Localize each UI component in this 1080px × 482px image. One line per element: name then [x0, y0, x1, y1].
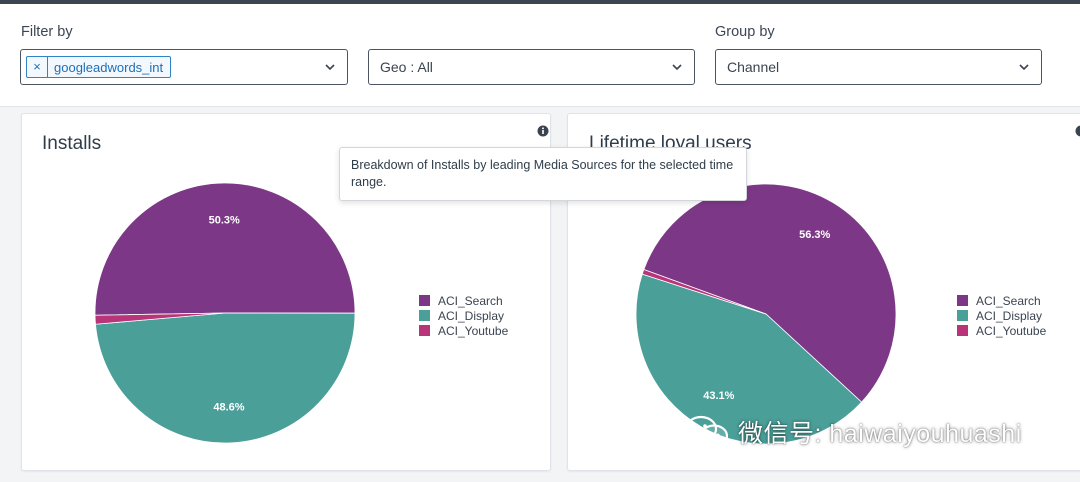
- legend-swatch: [957, 295, 968, 306]
- geo-select[interactable]: Geo : All: [368, 49, 695, 85]
- group-by-label: Group by: [715, 24, 775, 40]
- card-title: Installs: [42, 133, 102, 154]
- top-bar: [0, 0, 1080, 4]
- legend-item[interactable]: ACI_Display: [419, 308, 508, 323]
- legend-label: ACI_Display: [438, 308, 505, 323]
- pie-data-label: 50.3%: [209, 214, 240, 226]
- remove-chip-icon[interactable]: ×: [27, 57, 48, 77]
- legend-item[interactable]: ACI_Youtube: [419, 323, 508, 338]
- installs-legend: ACI_Search ACI_Display ACI_Youtube: [419, 293, 508, 338]
- pie-data-label: 56.3%: [799, 229, 830, 241]
- legend-swatch: [957, 325, 968, 336]
- legend-item[interactable]: ACI_Youtube: [957, 323, 1046, 338]
- wechat-watermark: 微信号: haiwaiyouhuashi: [684, 414, 1022, 450]
- chevron-down-icon[interactable]: [1017, 60, 1031, 74]
- legend-label: ACI_Youtube: [976, 323, 1047, 338]
- legend-label: ACI_Search: [438, 293, 503, 308]
- legend-swatch: [419, 310, 430, 321]
- legend-label: ACI_Youtube: [438, 323, 509, 338]
- legend-swatch: [957, 310, 968, 321]
- filter-chip-label: googleadwords_int: [54, 59, 164, 75]
- legend-item[interactable]: ACI_Search: [957, 293, 1046, 308]
- legend-label: ACI_Display: [976, 308, 1043, 323]
- chevron-down-icon[interactable]: [323, 60, 337, 74]
- legend-item[interactable]: ACI_Search: [419, 293, 508, 308]
- pie-slice-aci_display[interactable]: [635, 273, 863, 445]
- legend-label: ACI_Search: [976, 293, 1041, 308]
- geo-select-value: Geo : All: [380, 59, 433, 75]
- legend-item[interactable]: ACI_Display: [957, 308, 1046, 323]
- filter-by-label: Filter by: [21, 24, 73, 40]
- filter-chip: × googleadwords_int: [26, 56, 172, 78]
- pie-slice-aci_search[interactable]: [643, 183, 897, 403]
- group-by-value: Channel: [727, 59, 780, 75]
- info-icon[interactable]: [1075, 125, 1080, 137]
- info-icon[interactable]: [537, 125, 549, 137]
- loyal-users-legend: ACI_Search ACI_Display ACI_Youtube: [957, 293, 1046, 338]
- group-by-select[interactable]: Channel: [715, 49, 1042, 85]
- legend-swatch: [419, 325, 430, 336]
- wechat-icon: [684, 415, 729, 448]
- pie-slice-aci_search[interactable]: [94, 182, 356, 316]
- filter-bar: Filter by × googleadwords_int Geo : All …: [0, 4, 1080, 107]
- watermark-text: 微信号: haiwaiyouhuashi: [738, 420, 1022, 448]
- pie-data-label: 48.6%: [213, 402, 244, 414]
- info-tooltip: Breakdown of Installs by leading Media S…: [339, 147, 747, 201]
- legend-swatch: [419, 295, 430, 306]
- pie-slice-aci_display[interactable]: [95, 312, 356, 444]
- filter-by-select[interactable]: × googleadwords_int: [20, 49, 348, 85]
- installs-pie-chart: 50.3% 48.6%: [94, 182, 356, 444]
- pie-data-label: 43.1%: [703, 390, 734, 402]
- pie-slice-aci_youtube[interactable]: [641, 269, 767, 315]
- loyal-users-pie-chart: 56.3% 43.1%: [635, 183, 897, 445]
- chevron-down-icon[interactable]: [670, 60, 684, 74]
- pie-slice-aci_youtube[interactable]: [94, 312, 226, 325]
